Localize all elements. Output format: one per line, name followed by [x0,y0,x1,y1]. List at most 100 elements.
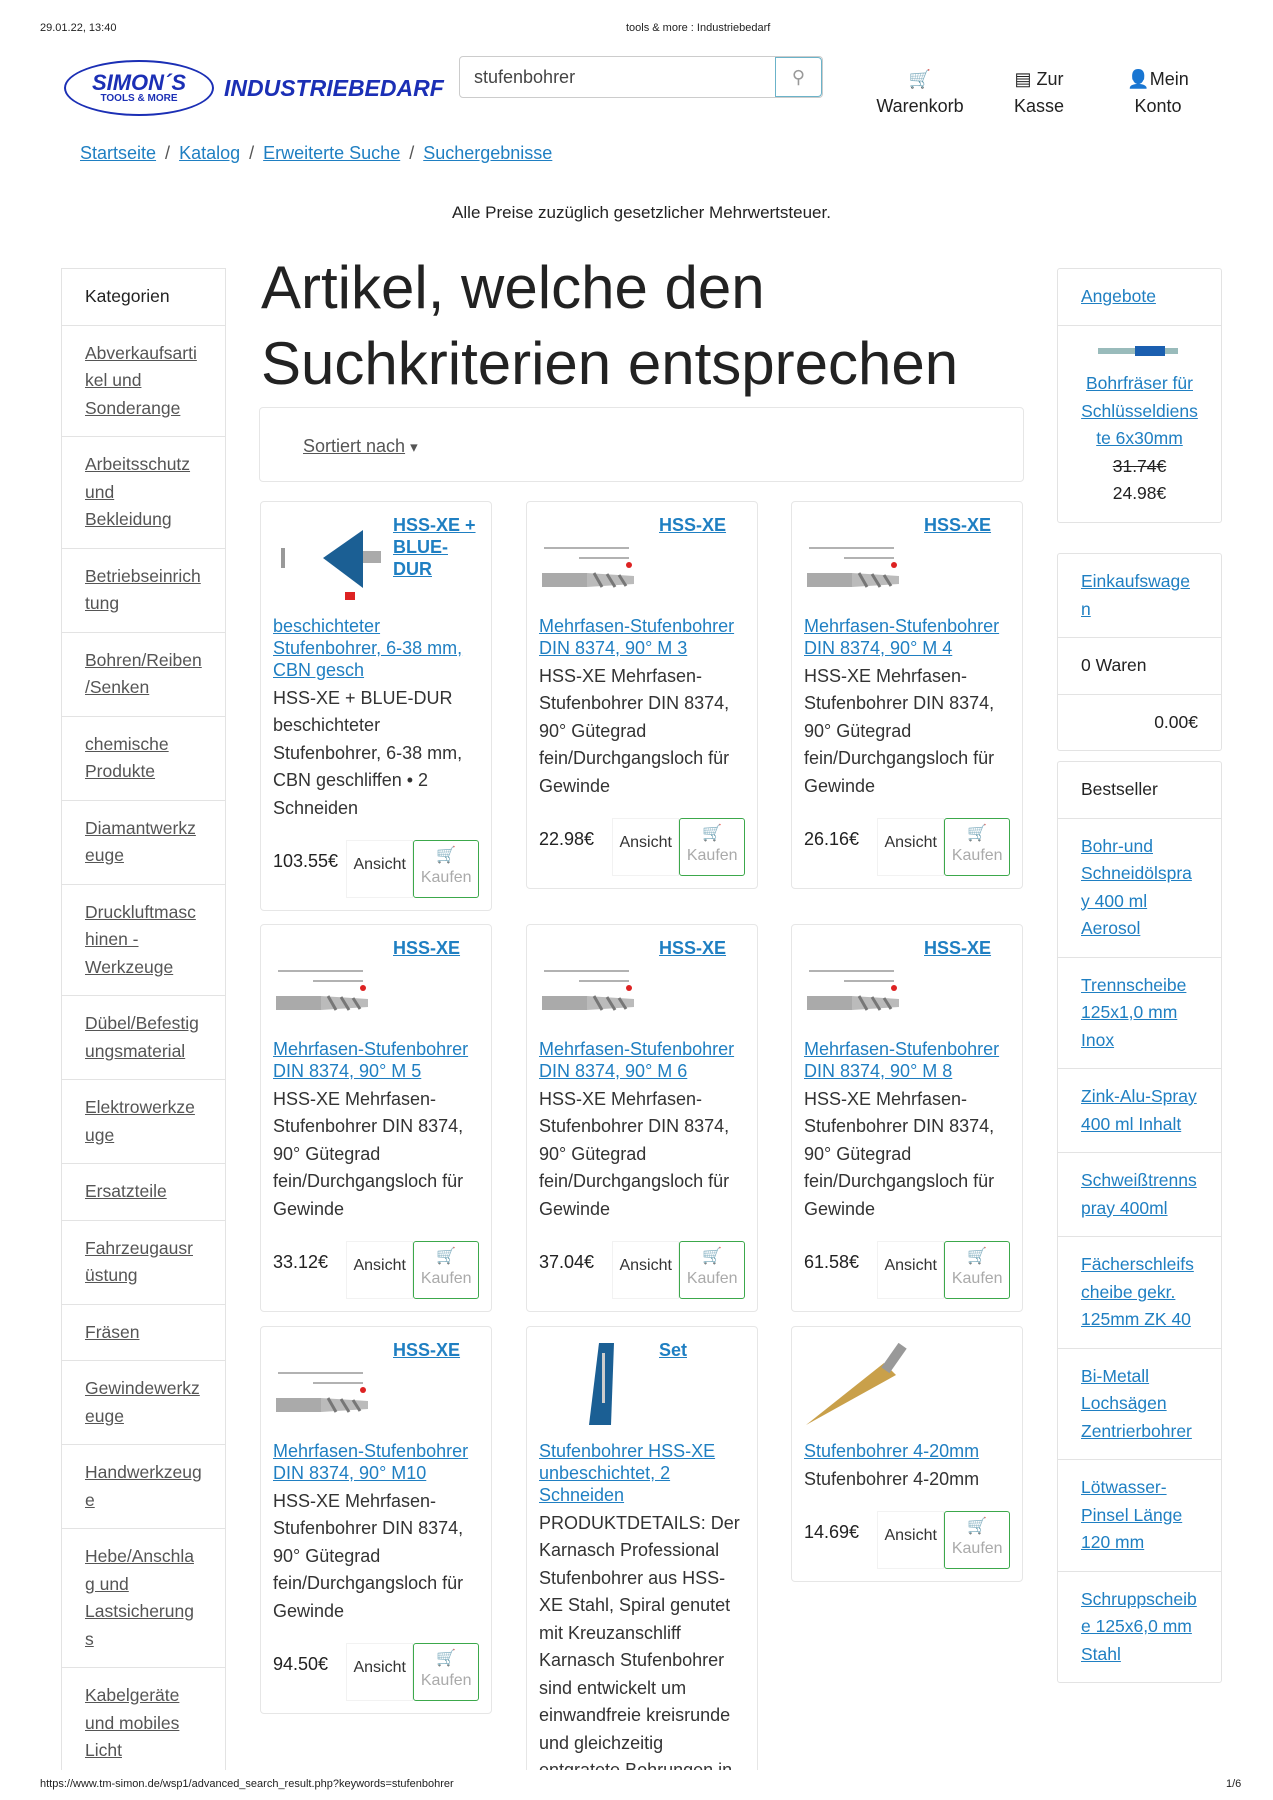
product-title-link[interactable]: Mehrfasen-Stufenbohrer DIN 8374, 90° M10 [273,1440,469,1483]
bestseller-link[interactable]: Bi-Metall Lochsägen Zentrierbohrer [1081,1365,1192,1441]
logo[interactable]: SIMON´S TOOLS & MORE INDUSTRIEBEDARF [64,60,444,116]
logo-emblem: SIMON´S TOOLS & MORE [64,60,214,116]
product-card: HSS-XE Mehrfasen-Stufenbohrer DIN 8374, … [260,1326,492,1714]
buy-button[interactable]: 🛒 Kaufen [679,818,745,876]
product-brand-link[interactable]: HSS-XE [659,938,727,958]
breadcrumb-home[interactable]: Startseite [80,143,157,163]
bestseller-item: Bi-Metall Lochsägen Zentrierbohrer [1058,1349,1221,1460]
category-link[interactable]: Ersatzteile [85,1181,167,1201]
category-link[interactable]: chemische Produkte [85,733,169,782]
category-item: Fräsen [62,1305,225,1361]
product-image[interactable] [539,514,659,609]
product-brand-link[interactable]: HSS-XE + BLUE-DUR [393,515,476,579]
buy-button[interactable]: 🛒 Kaufen [944,1241,1010,1299]
nav-cart[interactable]: 🛒 Warenkorb [876,66,963,120]
nav-checkout[interactable]: ▤ Zur Kasse [1013,69,1065,116]
breadcrumb-results[interactable]: Suchergebnisse [423,143,553,163]
search-bar: ⚲ [459,56,823,98]
product-card: Set Stufenbohrer HSS-XE unbeschichtet, 2… [526,1326,758,1770]
category-item: Handwerkzeuge [62,1445,225,1529]
view-button[interactable]: Ansicht [876,1511,945,1569]
product-image[interactable] [804,514,924,609]
view-button[interactable]: Ansicht [345,1241,414,1299]
bestseller-link[interactable]: Schweißtrennspray 400ml [1081,1170,1197,1218]
bestseller-link[interactable]: Schruppscheibe 125x6,0 mm Stahl [1081,1588,1197,1664]
product-image[interactable] [804,937,924,1032]
category-link[interactable]: Fahrzeugausrüstung [85,1237,193,1286]
product-title-link[interactable]: Mehrfasen-Stufenbohrer DIN 8374, 90° M 4 [804,615,1000,658]
product-title-link[interactable]: Stufenbohrer 4-20mm [804,1440,980,1461]
category-link[interactable]: Abverkaufsartikel und Sonderange [85,342,197,418]
product-image[interactable] [273,514,393,609]
cart-title[interactable]: Einkaufswagen [1081,571,1190,619]
buy-button[interactable]: 🛒 Kaufen [413,1241,479,1299]
bestseller-link[interactable]: Zink-Alu-Spray 400 ml Inhalt [1081,1086,1197,1134]
product-brand-link[interactable]: HSS-XE [924,515,992,535]
category-link[interactable]: Hebe/Anschlag und Lastsicherungs [85,1546,194,1649]
view-button[interactable]: Ansicht [876,818,945,876]
product-title-link[interactable]: Mehrfasen-Stufenbohrer DIN 8374, 90° M 8 [804,1038,1000,1081]
product-price: 26.16€ [804,829,860,849]
product-brand-link[interactable]: Set [659,1340,688,1360]
category-link[interactable]: Fräsen [85,1321,140,1342]
product-description: HSS-XE Mehrfasen-Stufenbohrer DIN 8374, … [273,1088,464,1219]
view-button[interactable]: Ansicht [876,1241,945,1299]
offer-product-link[interactable]: Bohrfräser für Schlüsseldienste 6x30mm [1081,373,1198,448]
breadcrumb-advanced-search[interactable]: Erweiterte Suche [263,143,401,163]
buy-button[interactable]: 🛒 Kaufen [944,818,1010,876]
view-button[interactable]: Ansicht [345,840,414,898]
product-brand-link[interactable]: HSS-XE [659,515,727,535]
product-image[interactable] [273,937,393,1032]
product-brand-link[interactable]: HSS-XE [393,938,461,958]
product-title-link[interactable]: beschichteter Stufenbohrer, 6-38 mm, CBN… [273,615,463,680]
view-button[interactable]: Ansicht [611,1241,680,1299]
product-image[interactable] [273,1339,393,1434]
offer-price: 24.98€ [1112,483,1167,503]
category-link[interactable]: Bohren/Reiben/Senken [85,649,202,698]
category-link[interactable]: Elektrowerkzeuge [85,1097,195,1145]
buy-button[interactable]: 🛒 Kaufen [413,840,479,898]
search-input[interactable] [460,57,775,97]
buy-button[interactable]: 🛒 Kaufen [679,1241,745,1299]
category-item: Kabelgeräte und mobiles Licht [62,1668,225,1770]
buy-button[interactable]: 🛒 Kaufen [413,1643,479,1701]
sort-dropdown[interactable]: Sortiert nach ▾ [259,407,1024,482]
view-button[interactable]: Ansicht [345,1643,414,1701]
bestseller-link[interactable]: Bohr-und Schneidölspray 400 ml Aerosol [1081,835,1192,939]
product-title-link[interactable]: Stufenbohrer HSS-XE unbeschichtet, 2 Sch… [539,1440,716,1505]
cart-items: 0 Waren [1058,638,1221,695]
category-link[interactable]: Betriebseinrichtung [85,565,201,614]
category-link[interactable]: Druckluftmaschinen - Werkzeuge [85,901,196,977]
bestseller-link[interactable]: Lötwasser-Pinsel Länge 120 mm [1081,1477,1183,1552]
category-item: Abverkaufsartikel und Sonderange [62,326,225,437]
category-link[interactable]: Handwerkzeuge [85,1462,202,1510]
buy-button[interactable]: 🛒 Kaufen [944,1511,1010,1569]
category-item: Ersatzteile [62,1164,225,1221]
product-card: HSS-XE Mehrfasen-Stufenbohrer DIN 8374, … [791,924,1023,1312]
category-link[interactable]: Dübel/Befestigungsmaterial [85,1013,199,1061]
category-link[interactable]: Kabelgeräte und mobiles Licht [85,1685,180,1760]
product-image[interactable] [804,1339,924,1434]
print-page: 1/6 [1226,1778,1242,1790]
category-link[interactable]: Arbeitsschutz und Bekleidung [85,454,191,529]
bestseller-link[interactable]: Fächerschleifscheibe gekr. 125mm ZK 40 [1081,1254,1194,1329]
offers-title[interactable]: Angebote [1081,286,1156,306]
product-price: 22.98€ [539,829,595,849]
product-brand-link[interactable]: HSS-XE [393,1340,461,1360]
product-title-link[interactable]: Mehrfasen-Stufenbohrer DIN 8374, 90° M 6 [539,1038,735,1081]
breadcrumb-catalog[interactable]: Katalog [179,143,241,163]
product-title-link[interactable]: Mehrfasen-Stufenbohrer DIN 8374, 90° M 3 [539,615,735,658]
search-icon: ⚲ [791,66,806,87]
category-item: Gewindewerkzeuge [62,1361,225,1445]
bestseller-link[interactable]: Trennscheibe 125x1,0 mm Inox [1081,974,1187,1050]
product-image[interactable] [539,937,659,1032]
product-title-link[interactable]: Mehrfasen-Stufenbohrer DIN 8374, 90° M 5 [273,1038,469,1081]
product-card: Stufenbohrer 4-20mm Stufenbohrer 4-20mm … [791,1326,1023,1582]
category-link[interactable]: Gewindewerkzeuge [85,1378,200,1426]
product-brand-link[interactable]: HSS-XE [924,938,992,958]
search-button[interactable]: ⚲ [775,57,822,97]
view-button[interactable]: Ansicht [611,818,680,876]
nav-account[interactable]: 👤Mein Konto [1127,69,1189,116]
product-image[interactable] [539,1339,659,1434]
category-link[interactable]: Diamantwerkzeuge [85,817,196,866]
